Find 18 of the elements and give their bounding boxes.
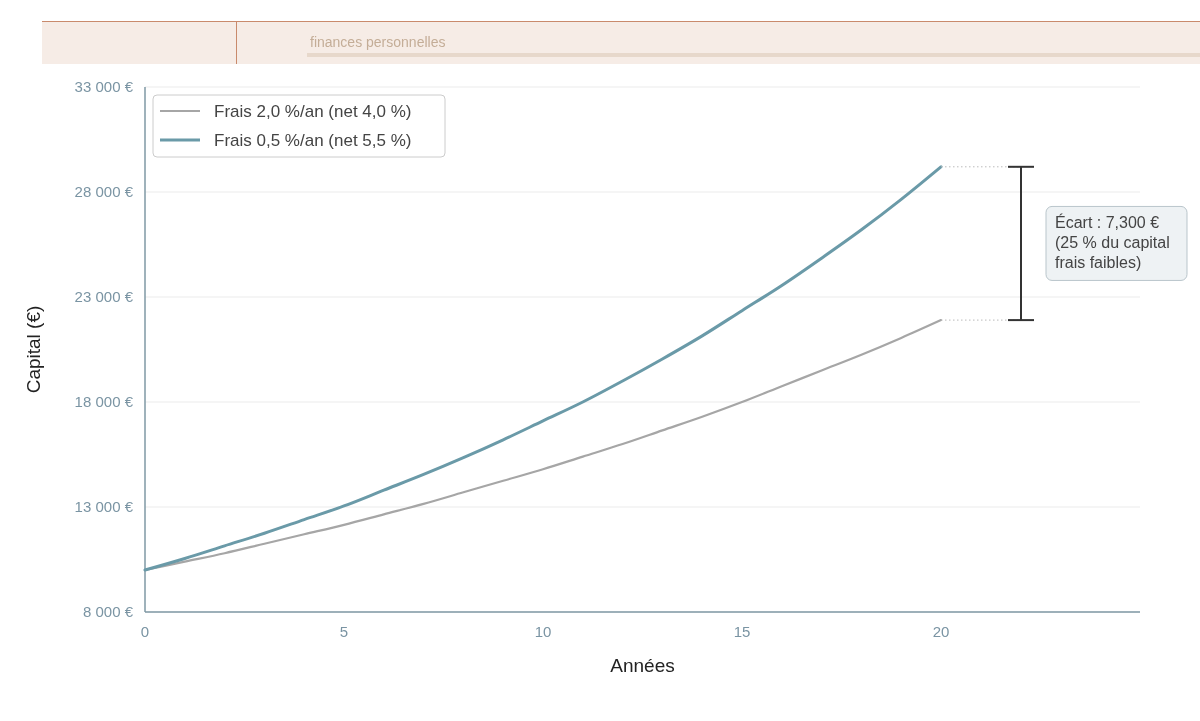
y-tick-label: 28 000 € xyxy=(74,183,134,201)
x-tick-label: 10 xyxy=(534,623,552,641)
annotation: Écart : 7,300 € (25 % du capital frais faibles) xyxy=(1055,213,1170,272)
y-axis-title: Capital (€) xyxy=(22,305,44,394)
line-series xyxy=(143,165,943,572)
y-tick-label: 18 000 € xyxy=(74,393,134,411)
y-tick-label: 8 000 € xyxy=(82,603,134,621)
y-tick-label: 23 000 € xyxy=(74,288,134,306)
x-tick-label: 15 xyxy=(733,623,751,641)
x-tick-label: 0 xyxy=(140,623,150,641)
y-tick-label: 33 000 € xyxy=(74,78,134,96)
x-tick-label: 20 xyxy=(932,623,950,641)
x-axis-title: Années xyxy=(610,654,675,676)
legend-label: Frais 2,0 %/an (net 4,0 %) xyxy=(214,101,412,121)
x-tick-label: 5 xyxy=(339,623,349,641)
y-tick-label: 13 000 € xyxy=(74,498,134,516)
chart-subtitle: finances personnelles xyxy=(310,34,446,50)
legend-label: Frais 0,5 %/an (net 5,5 %) xyxy=(214,130,412,150)
